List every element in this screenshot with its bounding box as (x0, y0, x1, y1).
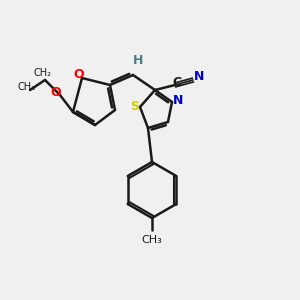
Text: N: N (173, 94, 183, 107)
Text: H: H (133, 53, 143, 67)
Text: CH₂: CH₂ (34, 68, 52, 78)
Text: CH₃: CH₃ (18, 82, 36, 92)
Text: S: S (130, 100, 140, 112)
Text: C: C (172, 76, 182, 88)
Text: O: O (74, 68, 84, 82)
Text: O: O (51, 86, 61, 100)
Text: CH₃: CH₃ (142, 235, 162, 245)
Text: N: N (194, 70, 204, 83)
